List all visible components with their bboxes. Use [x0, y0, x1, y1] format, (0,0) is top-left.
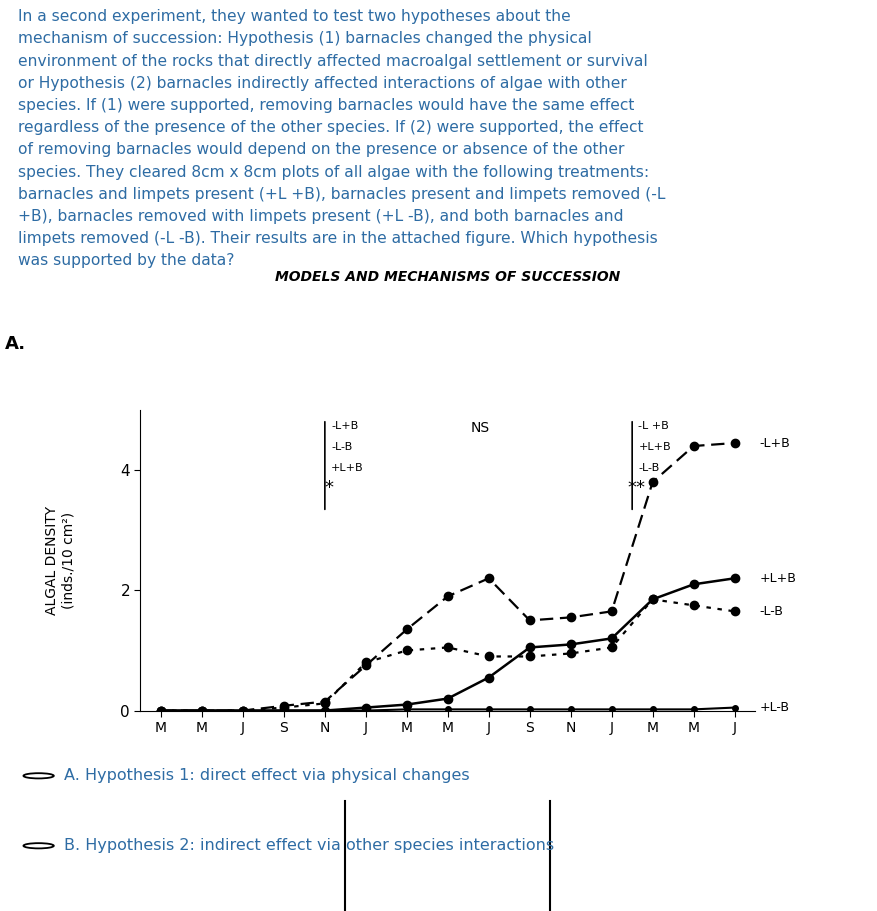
Text: A. Hypothesis 1: direct effect via physical changes: A. Hypothesis 1: direct effect via physi…: [64, 768, 469, 783]
Text: **: **: [626, 479, 645, 497]
Text: ALGAL DENSITY
(inds./10 cm²): ALGAL DENSITY (inds./10 cm²): [46, 506, 75, 615]
Text: +L-B: +L-B: [759, 701, 788, 714]
Text: +L+B: +L+B: [331, 463, 363, 473]
Text: -L +B: -L +B: [638, 421, 668, 431]
Text: NS: NS: [470, 421, 489, 435]
Text: -L-B: -L-B: [331, 442, 352, 452]
Text: +L+B: +L+B: [759, 572, 795, 585]
Text: In a second experiment, they wanted to test two hypotheses about the
mechanism o: In a second experiment, they wanted to t…: [18, 9, 664, 269]
Text: *: *: [324, 479, 333, 497]
Text: -L-B: -L-B: [759, 605, 782, 618]
Text: B. Hypothesis 2: indirect effect via other species interactions: B. Hypothesis 2: indirect effect via oth…: [64, 838, 553, 854]
Text: -L+B: -L+B: [759, 436, 789, 449]
Text: MODELS AND MECHANISMS OF SUCCESSION: MODELS AND MECHANISMS OF SUCCESSION: [275, 270, 620, 283]
Text: -L-B: -L-B: [638, 463, 659, 473]
Text: A.: A.: [5, 334, 26, 353]
Text: +L+B: +L+B: [638, 442, 670, 452]
Text: -L+B: -L+B: [331, 421, 358, 431]
